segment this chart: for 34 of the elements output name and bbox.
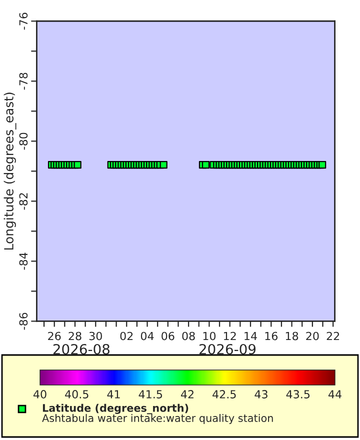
x-tick-label: 30 — [89, 332, 102, 340]
x-tick-label: 14 — [244, 332, 257, 340]
x-tick-label: 06 — [162, 332, 174, 340]
y-tick-label: -78 — [19, 72, 28, 90]
color-bar-label: 44 — [328, 390, 342, 398]
x-tick-label: 22 — [326, 332, 340, 340]
x-tick-label: 16 — [265, 332, 278, 340]
color-bar-label: 42.5 — [212, 390, 236, 398]
color-bar-label: 41.5 — [138, 390, 162, 398]
color-bar-label: 40 — [33, 390, 46, 398]
x-tick-label: 28 — [68, 332, 82, 340]
color-bar-label: 43 — [254, 390, 268, 398]
color-bar-label: 42 — [180, 390, 194, 398]
x-tick-label: 08 — [182, 332, 195, 340]
x-tick-label: 02 — [120, 332, 133, 340]
color-bar-label: 41 — [107, 390, 120, 398]
y-axis-title: Longitude (degrees_east) — [4, 92, 16, 250]
legend-label: Latitude (degrees_north) — [42, 404, 188, 414]
x-tick-label: 12 — [224, 332, 236, 340]
text: 2026-08 — [53, 344, 110, 354]
x-tick-label: 10 — [203, 332, 216, 340]
y-tick-label: -76 — [19, 12, 28, 30]
x-tick-label: 20 — [306, 332, 319, 340]
y-tick-label: -82 — [19, 193, 28, 210]
x-tick-label: 18 — [286, 332, 298, 340]
text: Ashtabula water intake:water quality station — [42, 414, 273, 424]
x-tick-label: 04 — [140, 332, 154, 340]
color-bar-label: 40.5 — [65, 390, 88, 398]
y-tick-label: -86 — [19, 312, 28, 330]
y-tick-label: -80 — [19, 132, 28, 150]
x-tick-label: 26 — [48, 332, 61, 340]
color-bar-label: 43.5 — [286, 390, 310, 398]
y-tick-label: -84 — [19, 252, 28, 270]
text: 2026-09 — [199, 344, 256, 354]
